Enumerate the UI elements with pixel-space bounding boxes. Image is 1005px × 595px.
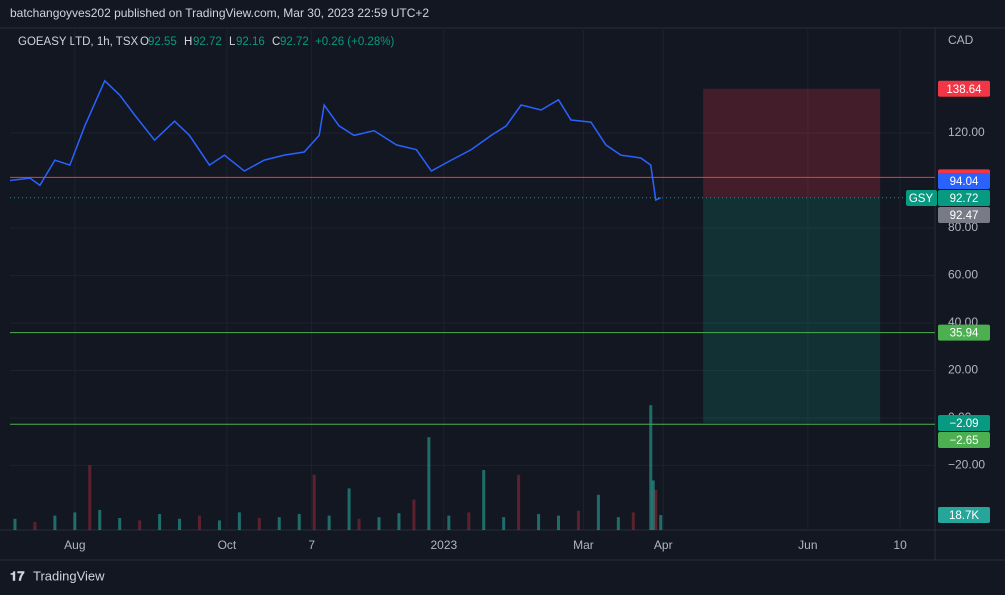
volume-bar [312, 474, 316, 530]
ohlc-key: C [272, 36, 280, 48]
price-tag-label: 94.04 [950, 176, 979, 188]
price-tag-label: 138.64 [946, 84, 982, 96]
ohlc-key: O [140, 36, 149, 48]
volume-bar [467, 512, 471, 530]
volume-bar [73, 512, 77, 530]
volume-bar [631, 512, 635, 530]
price-tag [938, 190, 990, 206]
volume-bar [651, 480, 655, 530]
volume-bar [596, 494, 600, 530]
volume-bar [297, 514, 301, 530]
x-tick-label: Mar [573, 538, 594, 552]
price-tag [938, 432, 990, 448]
price-tag-label: 92.47 [950, 210, 979, 222]
ohlc-value: 92.55 [148, 36, 177, 48]
volume-tag-label: 18.7K [949, 510, 979, 522]
volume-bar [576, 510, 580, 530]
volume-bar [482, 470, 486, 530]
x-tick-label: Oct [218, 538, 237, 552]
price-tag [938, 173, 990, 189]
price-line [9, 79, 662, 202]
volume-bar [427, 437, 431, 530]
volume-bar [412, 499, 416, 530]
ohlc-key: H [184, 36, 192, 48]
symbol-tag-label: GSY [909, 193, 934, 205]
volume-tag [938, 507, 990, 523]
volume-bar [377, 517, 381, 530]
volume-bar [616, 517, 620, 530]
x-tick-label: 10 [893, 538, 907, 552]
x-tick-label: Apr [654, 538, 673, 552]
target-zone [703, 197, 881, 423]
volume-bar [557, 515, 561, 530]
ohlc-value: 92.72 [193, 36, 222, 48]
publish-header: batchangoyves202 published on TradingVie… [10, 6, 429, 20]
volume-bar [237, 512, 241, 530]
x-tick-label: 7 [308, 538, 315, 552]
volume-bar [649, 405, 653, 530]
volume-bar [277, 517, 281, 530]
volume-bar [257, 518, 261, 530]
volume-bar [327, 515, 331, 530]
y-tick-label: 60.00 [948, 268, 978, 282]
symbol: GOEASY LTD, 1h, TSX [18, 36, 138, 48]
volume-bar [138, 520, 142, 530]
volume-bar [197, 515, 201, 530]
y-tick-label: 80.00 [948, 220, 978, 234]
volume-bar [217, 520, 221, 530]
brand: TradingView [33, 568, 105, 583]
volume-bar [33, 522, 37, 530]
price-tag [938, 80, 990, 97]
volume-bar [13, 518, 17, 530]
volume-bar [659, 515, 663, 530]
price-tag-label: −2.09 [949, 418, 978, 430]
volume-bar [347, 488, 351, 530]
y-tick-label: −20.00 [948, 458, 985, 472]
volume-bar [502, 517, 506, 530]
stop-zone [703, 88, 881, 198]
volume-bar [357, 518, 361, 530]
price-tag-label: 92.72 [950, 193, 979, 205]
volume-bar [118, 518, 122, 530]
ohlc-key: L [229, 36, 236, 48]
y-tick-label: 20.00 [948, 363, 978, 377]
ohlc-value: 92.16 [236, 36, 265, 48]
volume-bar [178, 518, 182, 530]
brand-logo: 𝟏𝟕 [10, 568, 25, 583]
price-tag [938, 324, 990, 341]
price-tag [938, 207, 990, 223]
volume-bar [654, 490, 658, 530]
volume-bar [158, 514, 162, 530]
x-tick-label: Jun [798, 538, 817, 552]
volume-bar [53, 515, 57, 530]
volume-bar [98, 510, 102, 530]
price-tag-label: 35.94 [950, 328, 979, 340]
y-tick-label: 120.00 [948, 125, 985, 139]
currency: CAD [948, 33, 974, 47]
volume-bar [397, 513, 401, 530]
volume-bar [517, 474, 521, 530]
x-tick-label: Aug [64, 538, 85, 552]
volume-bar [447, 515, 451, 530]
volume-bar [537, 514, 541, 530]
change: +0.26 (+0.28%) [315, 36, 394, 48]
symbol-tag [906, 190, 937, 206]
ohlc-value: 92.72 [280, 36, 309, 48]
x-tick-label: 2023 [430, 538, 457, 552]
plot-layer [9, 30, 935, 530]
price-tag-label: −2.65 [949, 435, 978, 447]
price-tag [938, 415, 990, 431]
volume-bar [88, 465, 92, 530]
